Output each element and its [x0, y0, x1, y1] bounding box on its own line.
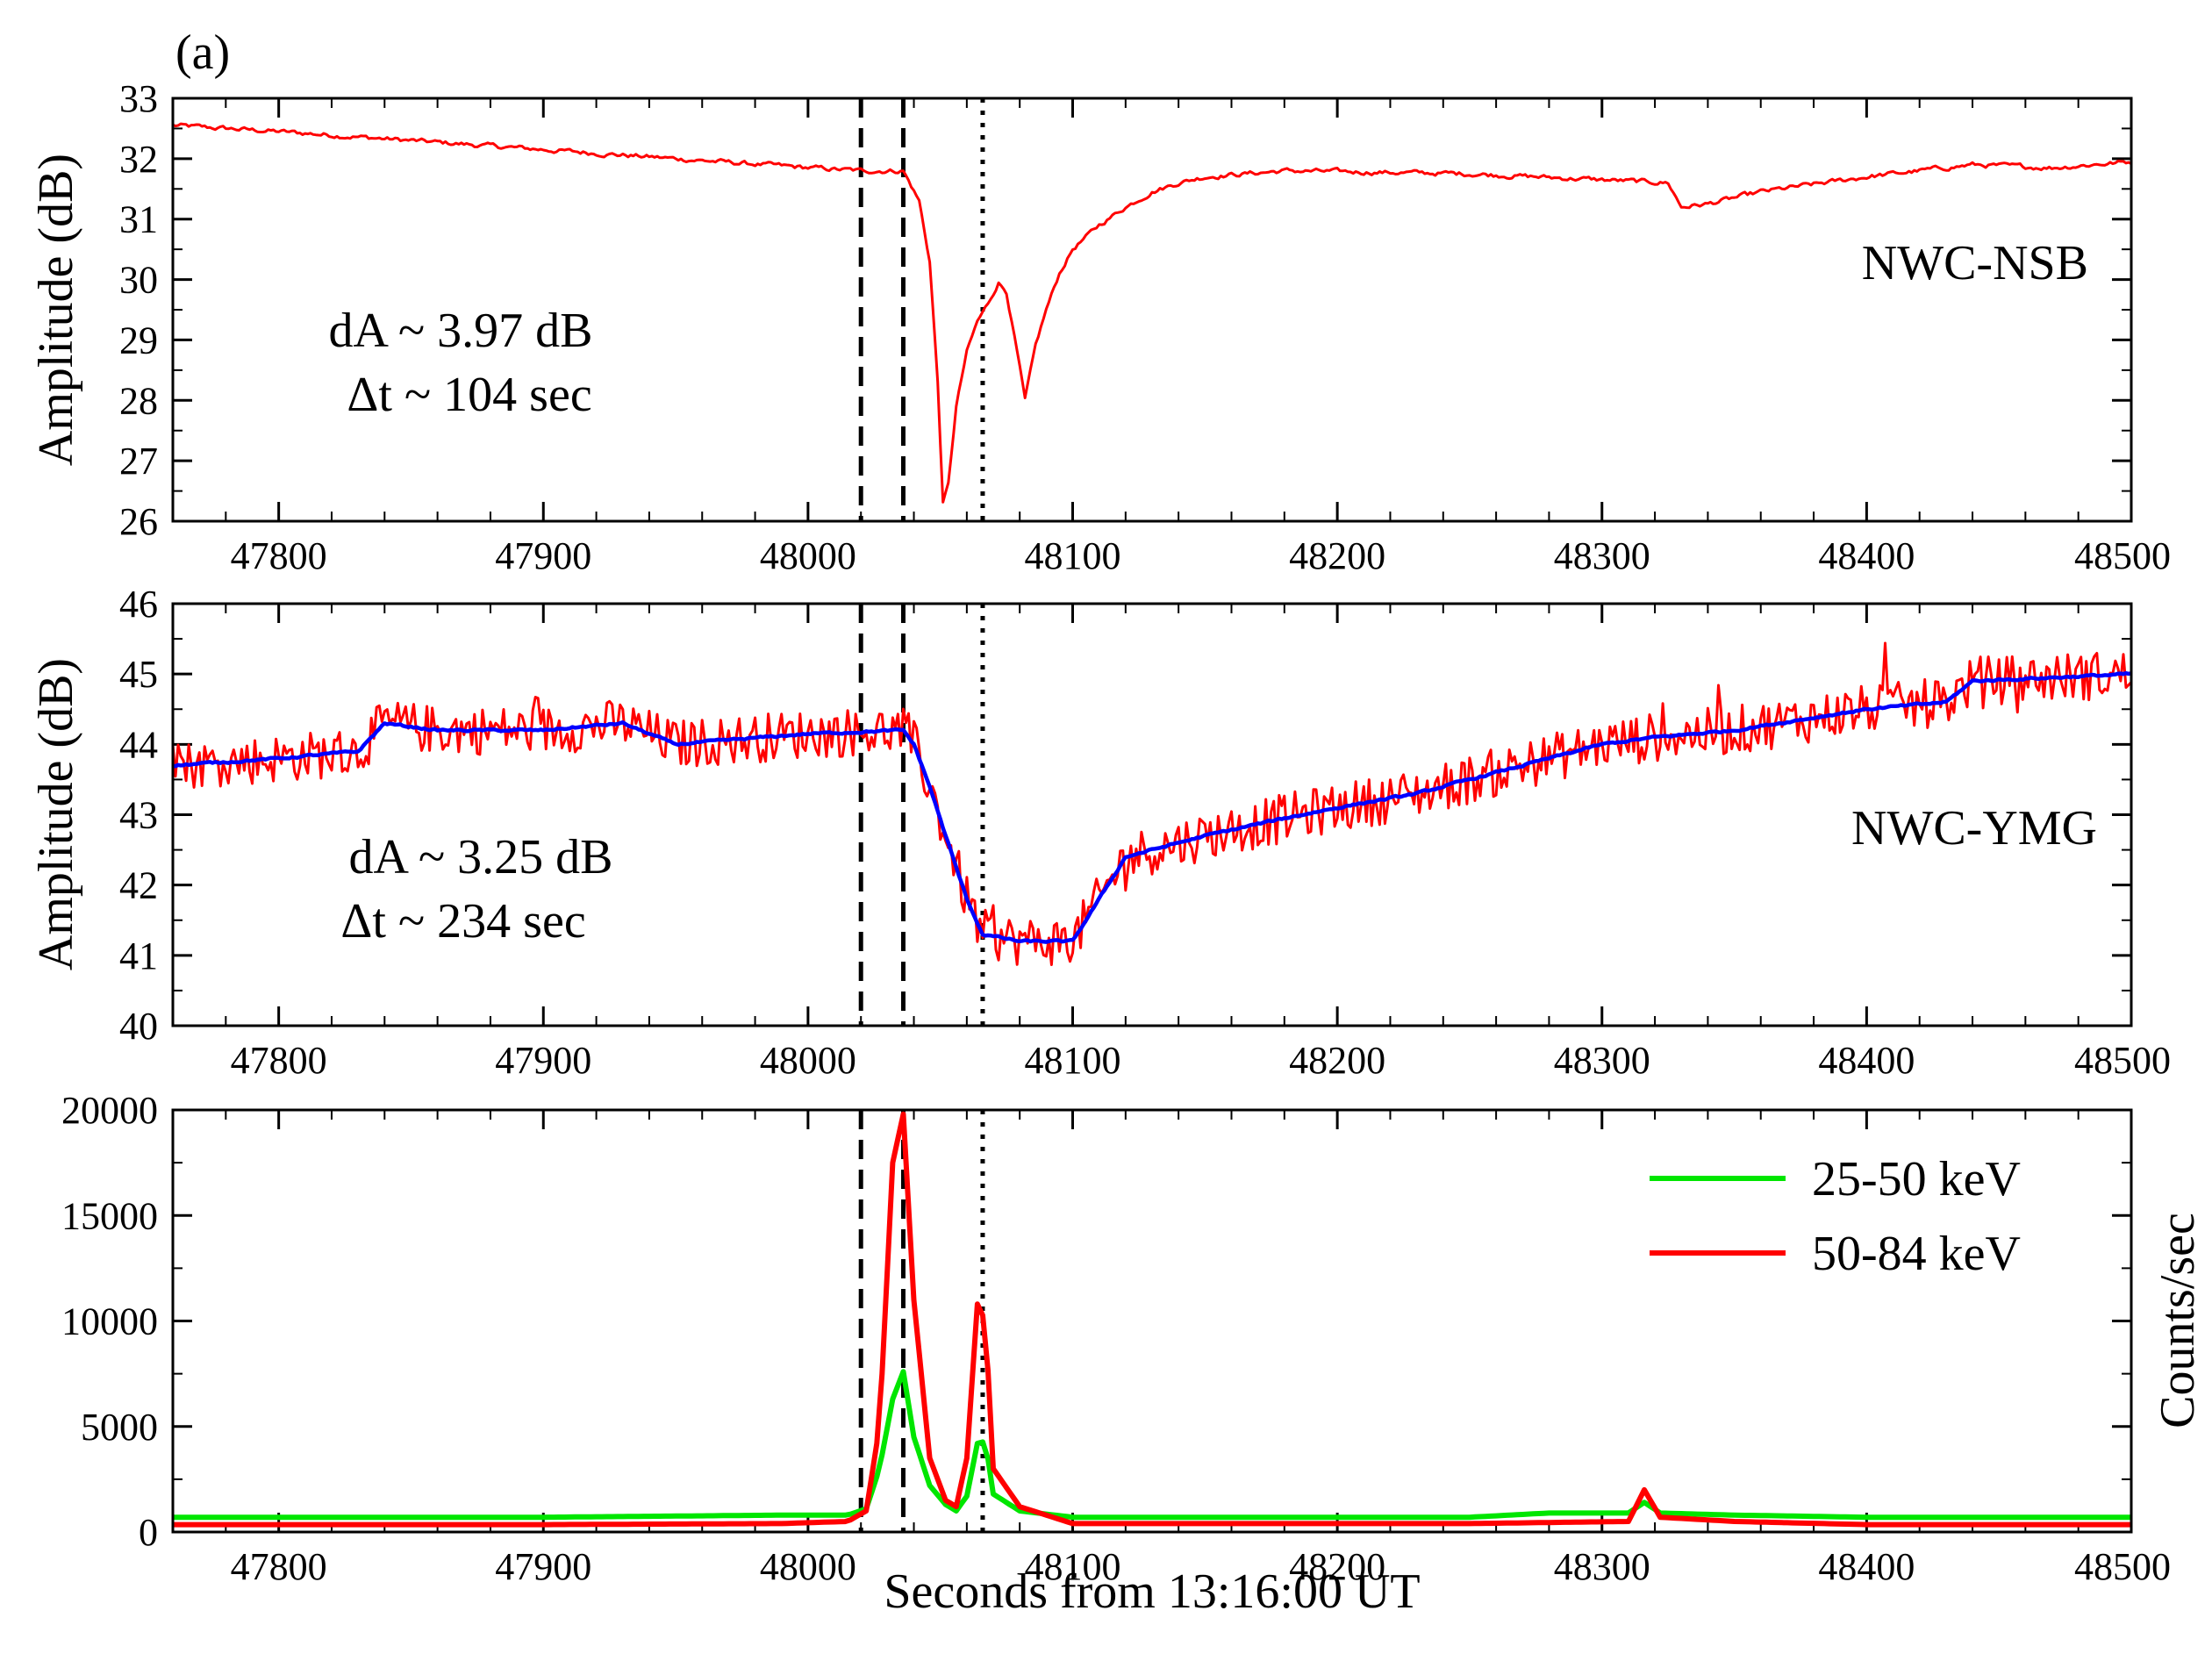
y-tick-label-40: 40: [119, 1005, 158, 1048]
y-tick-label-30: 30: [119, 259, 158, 302]
x-tick-label-48200: 48200: [1289, 1039, 1385, 1082]
series-1-1: [172, 670, 2132, 944]
x-tick-label-47800: 47800: [231, 1545, 327, 1588]
panel-nwc-nsb: 47800 47900 48000 48100 48200 48300 48400 48500…: [29, 77, 2171, 577]
y-tick-label-41: 41: [119, 934, 158, 977]
panel-1-series: [171, 641, 2133, 966]
y-tick-label-43: 43: [119, 794, 158, 837]
x-tick-label-48200: 48200: [1289, 1545, 1385, 1588]
x-tick-label-48500: 48500: [2074, 1039, 2171, 1082]
panel-0-frame: [171, 97, 2133, 523]
y-tick-label-5000: 5000: [81, 1406, 158, 1449]
panel-0-event-markers: [858, 98, 985, 521]
y-tick-label-31: 31: [119, 198, 158, 241]
panel-0-ticks: 47800 47900 48000 48100 48200 48300 48400 48500…: [119, 77, 2171, 577]
x-tick-label-48200: 48200: [1289, 534, 1385, 577]
x-tick-label-48100: 48100: [1025, 1039, 1121, 1082]
figure-label: (a): [175, 25, 230, 80]
y-tick-label-44: 44: [119, 723, 158, 766]
panel-1-frame: [171, 602, 2133, 1027]
series-0-0: [172, 122, 2132, 504]
x-tick-label-48500: 48500: [2074, 534, 2171, 577]
y-tick-label-15000: 15000: [61, 1194, 158, 1237]
x-tick-label-48000: 48000: [760, 1545, 856, 1588]
legend: 25-50 keV 50-84 keV: [1650, 1152, 2021, 1281]
y-tick-label-45: 45: [119, 653, 158, 696]
panel-1-event-markers: [858, 604, 985, 1026]
y-tick-label-10000: 10000: [61, 1300, 158, 1343]
panel-1-ylabel: Amplitude (dB): [29, 658, 83, 970]
y-tick-label-0: 0: [139, 1511, 158, 1554]
x-tick-label-47900: 47900: [495, 1039, 591, 1082]
panel-0-station-label: NWC-NSB: [1862, 236, 2088, 290]
panel-2-ylabel: Counts/sec: [2151, 1213, 2205, 1428]
x-tick-label-48400: 48400: [1818, 1545, 1915, 1588]
x-tick-label-48000: 48000: [760, 1039, 856, 1082]
x-tick-label-48300: 48300: [1554, 1545, 1650, 1588]
panel-1-annotation-da: dA ~ 3.25 dB: [349, 830, 613, 884]
series-2-1: [173, 1111, 2131, 1528]
x-tick-label-48400: 48400: [1818, 1039, 1915, 1082]
x-tick-label-47800: 47800: [231, 534, 327, 577]
series-2-0: [173, 1369, 2131, 1521]
x-tick-label-48100: 48100: [1025, 534, 1121, 577]
x-tick-label-48300: 48300: [1554, 1039, 1650, 1082]
panel-0-series: [172, 122, 2132, 504]
panel-0-annotation-da: dA ~ 3.97 dB: [329, 304, 593, 358]
legend-label-25-50: 25-50 keV: [1812, 1152, 2021, 1206]
panel-2-frame: [171, 1108, 2133, 1534]
x-tick-label-47800: 47800: [231, 1039, 327, 1082]
y-tick-label-29: 29: [119, 319, 158, 362]
x-tick-label-47900: 47900: [495, 1545, 591, 1588]
x-tick-label-48000: 48000: [760, 534, 856, 577]
panel-0-annotation-dt: Δt ~ 104 sec: [347, 368, 591, 422]
y-tick-label-33: 33: [119, 77, 158, 120]
x-tick-label-47900: 47900: [495, 534, 591, 577]
panel-2-ticks: 47800 47900 48000 48100 48200 48300 48400 48500…: [61, 1089, 2171, 1588]
y-tick-label-32: 32: [119, 138, 158, 181]
y-tick-label-26: 26: [119, 500, 158, 543]
panel-1-station-label: NWC-YMG: [1851, 801, 2097, 855]
x-axis-title: Seconds from 13:16:00 UT: [884, 1564, 1420, 1619]
legend-label-50-84: 50-84 keV: [1812, 1227, 2021, 1281]
series-1-0: [171, 641, 2133, 966]
y-tick-label-46: 46: [119, 583, 158, 626]
y-tick-label-42: 42: [119, 864, 158, 907]
x-tick-label-48400: 48400: [1818, 534, 1915, 577]
panel-0-ylabel: Amplitude (dB): [29, 154, 83, 466]
y-tick-label-28: 28: [119, 379, 158, 422]
x-tick-label-48500: 48500: [2074, 1545, 2171, 1588]
y-tick-label-20000: 20000: [61, 1089, 158, 1132]
panel-xray-counts: 47800 47900 48000 48100 48200 48300 48400 48500…: [61, 1089, 2205, 1619]
panel-1-ticks: 47800 47900 48000 48100 48200 48300 48400 48500…: [119, 583, 2171, 1082]
x-tick-label-48100: 48100: [1025, 1545, 1121, 1588]
x-tick-label-48300: 48300: [1554, 534, 1650, 577]
panel-2-series: [173, 1111, 2131, 1528]
panel-nwc-ymg: 47800 47900 48000 48100 48200 48300 48400 48500…: [29, 583, 2171, 1082]
panel-1-annotation-dt: Δt ~ 234 sec: [340, 894, 585, 949]
y-tick-label-27: 27: [119, 440, 158, 483]
